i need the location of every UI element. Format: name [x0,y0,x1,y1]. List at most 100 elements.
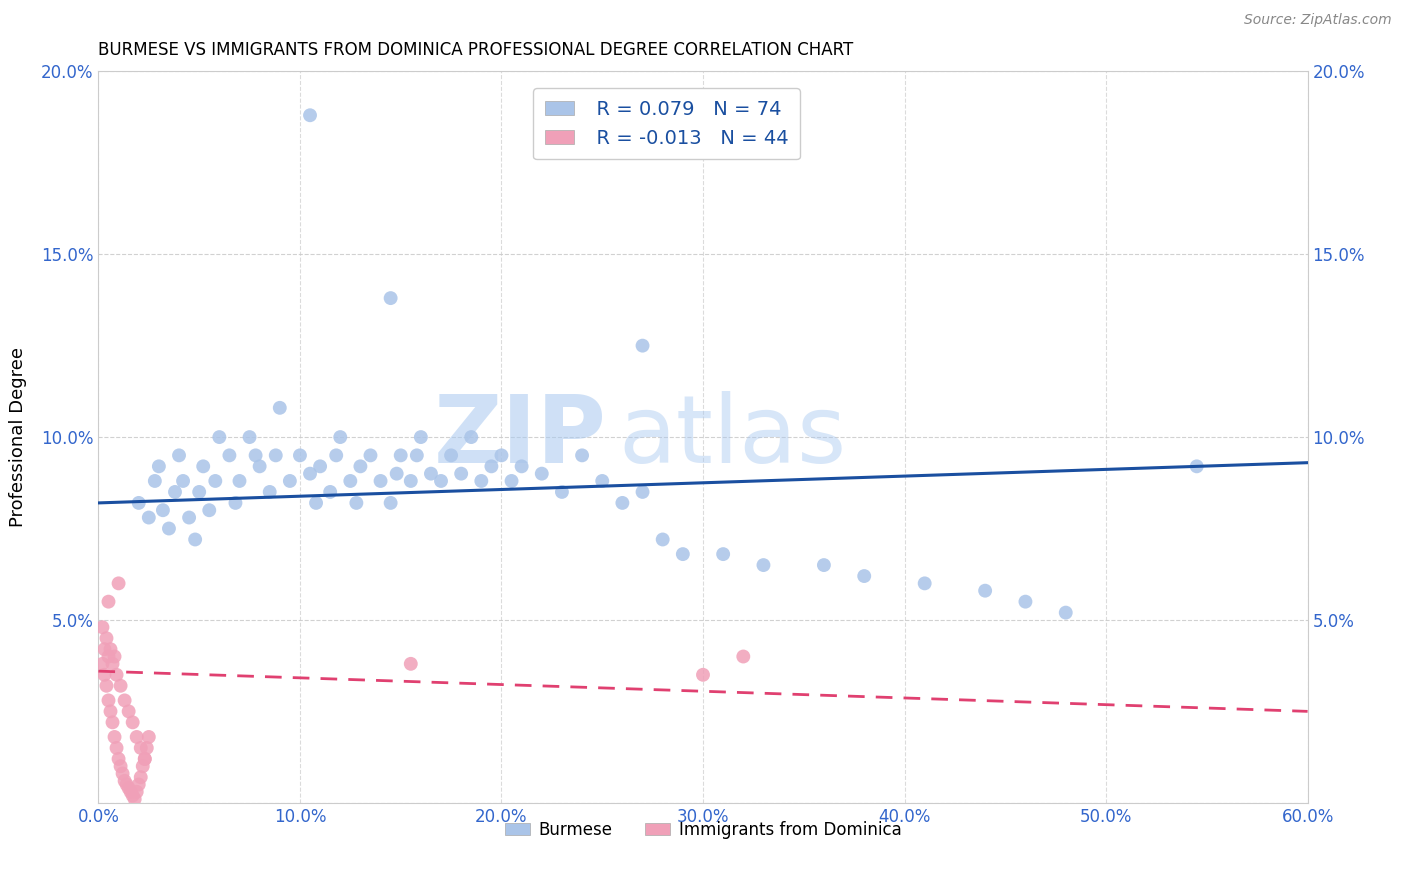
Point [264,448,287,462]
Point [344,496,367,510]
Point [132,759,155,773]
Point [692,667,714,681]
Point [97,594,120,608]
Point [100,705,122,719]
Text: BURMESE VS IMMIGRANTS FROM DOMINICA PROFESSIONAL DEGREE CORRELATION CHART: BURMESE VS IMMIGRANTS FROM DOMINICA PROF… [98,41,853,59]
Point [93,667,115,681]
Point [399,657,422,671]
Point [591,474,613,488]
Point [101,657,124,671]
Point [115,778,138,792]
Point [157,521,180,535]
Point [193,459,215,474]
Point [470,474,492,488]
Point [752,558,775,573]
Point [228,474,250,488]
Point [711,547,734,561]
Point [129,740,152,755]
Point [430,474,453,488]
Point [101,715,124,730]
Point [409,430,432,444]
Point [510,459,533,474]
Legend: Burmese, Immigrants from Dominica: Burmese, Immigrants from Dominica [498,814,908,846]
Point [125,730,148,744]
Point [179,510,201,524]
Point [631,338,654,352]
Point [110,679,132,693]
Point [100,642,122,657]
Point [325,448,347,462]
Point [125,785,148,799]
Point [631,485,654,500]
Point [339,474,361,488]
Text: ZIP: ZIP [433,391,606,483]
Point [148,459,170,474]
Point [450,467,472,481]
Point [733,649,755,664]
Point [129,770,152,784]
Point [96,632,118,646]
Point [135,740,157,755]
Point [501,474,523,488]
Point [813,558,835,573]
Point [405,448,427,462]
Point [128,496,150,510]
Point [299,108,322,122]
Point [118,781,141,796]
Point [370,474,392,488]
Point [309,459,332,474]
Point [672,547,695,561]
Point [93,642,115,657]
Point [103,649,125,664]
Point [288,448,311,462]
Point [107,576,129,591]
Point [121,789,143,803]
Point [224,496,246,510]
Point [110,759,132,773]
Point [1054,606,1077,620]
Point [172,474,194,488]
Point [204,474,226,488]
Point [97,693,120,707]
Point [103,730,125,744]
Point [491,448,513,462]
Point [111,766,134,780]
Point [349,459,371,474]
Point [97,649,120,664]
Point [184,533,207,547]
Point [530,467,553,481]
Point [305,496,328,510]
Point [218,448,240,462]
Point [612,496,634,510]
Point [239,430,262,444]
Point [853,569,876,583]
Point [385,467,408,481]
Point [105,667,128,681]
Point [245,448,267,462]
Point [138,510,160,524]
Point [114,773,136,788]
Text: atlas: atlas [619,391,846,483]
Point [128,778,150,792]
Point [124,792,146,806]
Point [188,485,211,500]
Point [651,533,673,547]
Point [134,752,156,766]
Point [551,485,574,500]
Point [329,430,352,444]
Point [380,496,402,510]
Point [118,705,141,719]
Point [319,485,342,500]
Point [259,485,281,500]
Point [389,448,412,462]
Point [114,693,136,707]
Point [420,467,443,481]
Point [163,485,186,500]
Point [399,474,422,488]
Point [1185,459,1208,474]
Y-axis label: Professional Degree: Professional Degree [10,347,27,527]
Point [91,620,114,634]
Point [107,752,129,766]
Point [460,430,482,444]
Point [138,730,160,744]
